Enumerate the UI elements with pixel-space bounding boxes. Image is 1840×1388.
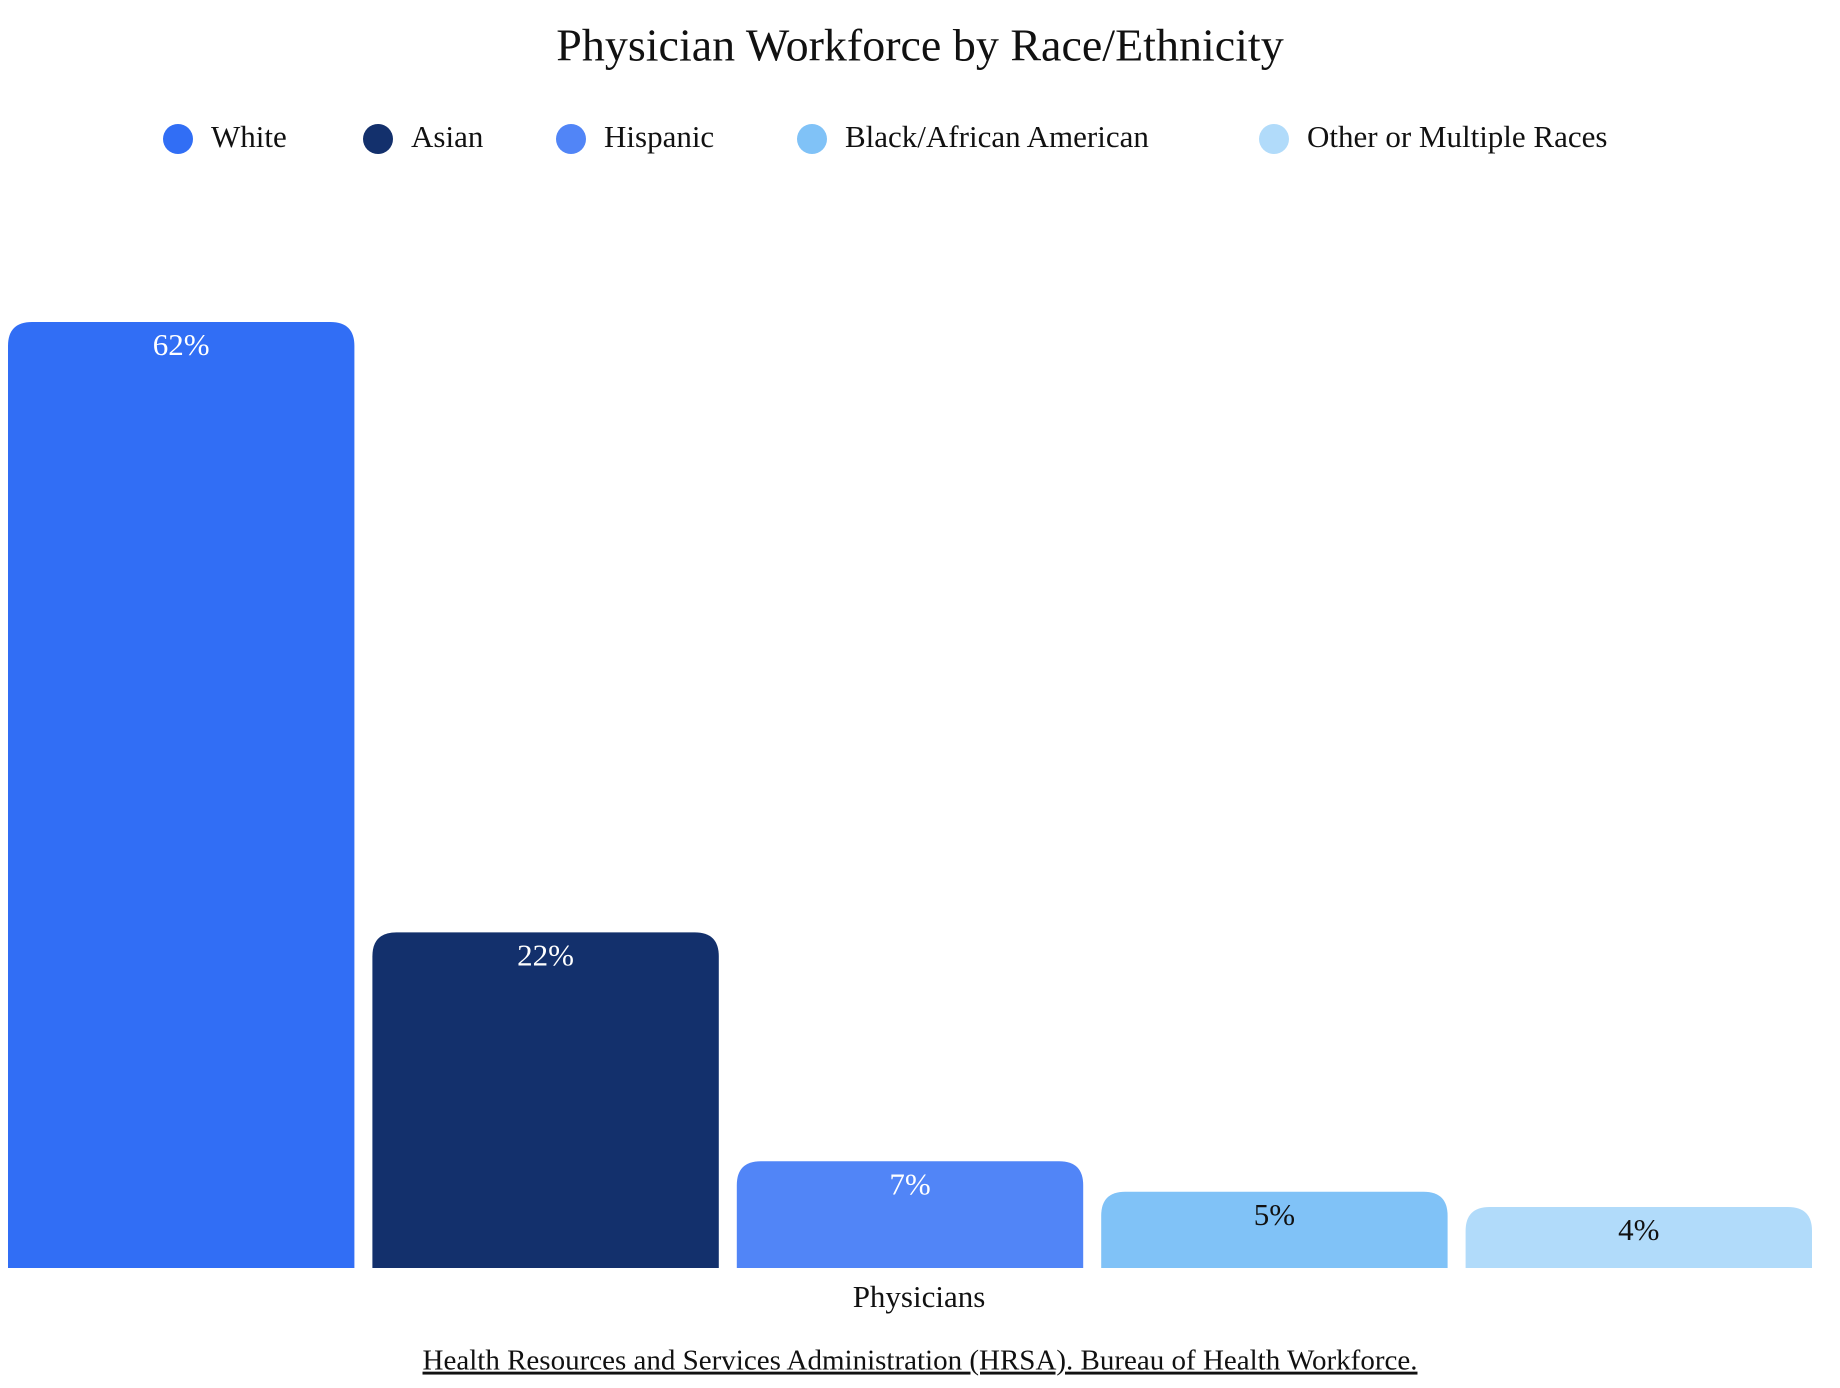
legend-swatch <box>363 124 393 154</box>
data-label: 62% <box>153 327 210 362</box>
source-link[interactable]: Health Resources and Services Administra… <box>423 1345 1418 1377</box>
legend-label: White <box>211 119 287 154</box>
legend-label: Hispanic <box>604 119 714 154</box>
bar <box>372 932 719 1268</box>
data-label: 4% <box>1618 1212 1659 1247</box>
bar <box>1101 1191 1448 1268</box>
legend-label: Other or Multiple Races <box>1307 119 1607 154</box>
data-label: 22% <box>517 937 574 972</box>
legend-swatch <box>163 124 193 154</box>
bar <box>1465 1206 1812 1268</box>
legend-label: Black/African American <box>845 119 1149 154</box>
bar <box>736 1161 1084 1268</box>
legend-swatch <box>556 124 586 154</box>
data-label: 5% <box>1254 1197 1295 1232</box>
legend-swatch <box>1259 124 1289 154</box>
chart-title: Physician Workforce by Race/Ethnicity <box>556 20 1283 71</box>
legend-label: Asian <box>411 119 484 154</box>
legend-swatch <box>797 124 827 154</box>
data-label: 7% <box>889 1166 930 1201</box>
x-tick-label: Physicians <box>853 1279 986 1314</box>
bar <box>8 322 355 1268</box>
